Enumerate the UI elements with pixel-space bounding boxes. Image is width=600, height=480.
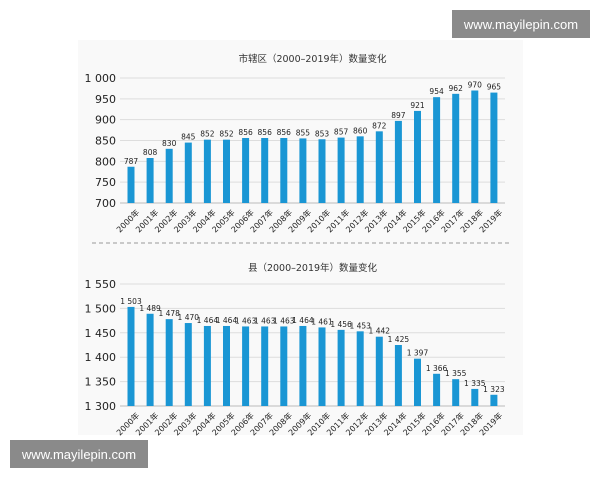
bar: [299, 138, 307, 203]
data-label: 860: [353, 126, 368, 135]
bar: [299, 325, 307, 406]
data-label: 1 397: [407, 349, 429, 358]
data-label: 1 503: [120, 297, 142, 306]
data-label: 921: [410, 101, 425, 110]
data-label: 962: [449, 84, 464, 93]
bar: [452, 93, 460, 203]
bar: [127, 306, 135, 406]
data-label: 1 464: [292, 316, 314, 325]
bar: [490, 92, 498, 203]
data-label: 830: [162, 139, 177, 148]
data-label: 1 463: [273, 316, 295, 325]
data-label: 787: [124, 157, 139, 166]
y-tick-label: 1 000: [85, 72, 117, 85]
data-label: 872: [372, 121, 387, 130]
data-label: 1 461: [311, 317, 333, 326]
y-tick-label: 1 450: [85, 327, 117, 340]
bar: [394, 345, 402, 406]
data-label: 1 463: [235, 316, 257, 325]
y-tick-label: 1 300: [85, 400, 117, 413]
bar: [223, 325, 230, 406]
bar: [375, 336, 383, 406]
y-tick-label: 700: [95, 197, 116, 210]
data-label: 954: [429, 87, 444, 96]
y-tick-label: 750: [95, 176, 116, 189]
bar: [356, 136, 364, 203]
bar: [165, 148, 173, 203]
data-label: 970: [468, 81, 483, 90]
bar: [337, 137, 345, 203]
bar: [203, 325, 211, 406]
y-tick-label: 850: [95, 135, 116, 148]
bar: [318, 139, 326, 203]
data-label: 845: [181, 133, 196, 142]
data-label: 855: [296, 128, 311, 137]
data-label: 852: [219, 130, 234, 139]
data-label: 856: [238, 128, 253, 137]
data-label: 857: [334, 128, 349, 137]
bar: [280, 138, 288, 203]
bar: [414, 358, 421, 406]
bar: [471, 90, 479, 203]
data-label: 808: [143, 148, 158, 157]
data-label: 1 453: [349, 321, 371, 330]
bar: [146, 158, 154, 203]
bar: [242, 326, 250, 406]
data-label: 1 463: [254, 316, 276, 325]
data-label: 1 425: [388, 335, 410, 344]
y-tick-label: 900: [95, 114, 116, 127]
bar: [337, 329, 345, 406]
bar: [146, 313, 154, 406]
chart-title: 县（2000–2019年）数量变化: [248, 262, 378, 274]
bar: [203, 139, 211, 203]
data-label: 1 323: [483, 385, 505, 394]
bar: [318, 327, 326, 406]
chart-title: 市辖区（2000–2019年）数量变化: [238, 53, 387, 65]
bar: [394, 120, 402, 203]
bar: [490, 394, 498, 406]
data-label: 965: [487, 83, 502, 92]
bar: [184, 323, 192, 406]
bar: [127, 166, 135, 203]
data-label: 853: [315, 129, 330, 138]
y-tick-label: 1 550: [85, 278, 117, 291]
data-label: 1 442: [369, 327, 391, 336]
data-label: 1 464: [197, 316, 219, 325]
bar: [356, 331, 364, 406]
bar: [242, 138, 250, 203]
data-label: 1 366: [426, 364, 448, 373]
y-tick-label: 1 500: [85, 302, 117, 315]
watermark-bottom-left: www.mayilepin.com: [10, 440, 148, 468]
data-label: 856: [277, 128, 292, 137]
data-label: 1 489: [139, 304, 161, 313]
bar: [261, 326, 269, 406]
bar: [471, 388, 479, 406]
data-label: 1 464: [216, 316, 238, 325]
bar: [375, 131, 383, 203]
bar: [223, 139, 230, 203]
y-tick-label: 950: [95, 93, 116, 106]
y-tick-label: 1 350: [85, 376, 117, 389]
y-tick-label: 800: [95, 155, 116, 168]
bar: [280, 326, 288, 406]
data-label: 1 335: [464, 379, 486, 388]
bar: [261, 138, 269, 203]
data-label: 897: [391, 111, 406, 120]
bar: [433, 97, 441, 203]
data-label: 852: [200, 130, 215, 139]
data-label: 1 470: [178, 313, 200, 322]
data-label: 1 355: [445, 369, 467, 378]
y-tick-label: 1 400: [85, 351, 117, 364]
bar: [165, 319, 173, 406]
bar: [414, 110, 421, 203]
data-label: 856: [258, 128, 273, 137]
data-label: 1 478: [158, 309, 180, 318]
bar: [433, 373, 441, 406]
data-label: 1 456: [330, 320, 352, 329]
bar: [452, 379, 460, 406]
watermark-top-right: www.mayilepin.com: [452, 10, 590, 38]
bar: [184, 142, 192, 203]
